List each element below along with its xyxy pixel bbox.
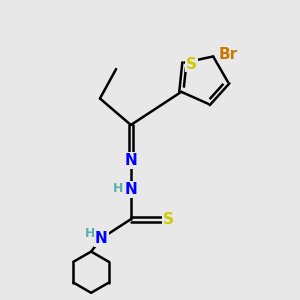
Text: N: N — [124, 182, 137, 197]
Text: S: S — [163, 212, 174, 227]
Text: S: S — [186, 57, 197, 72]
Text: N: N — [95, 231, 108, 246]
Text: H: H — [112, 182, 123, 195]
Text: Br: Br — [218, 47, 238, 62]
Text: H: H — [85, 227, 95, 240]
Text: N: N — [124, 153, 137, 168]
